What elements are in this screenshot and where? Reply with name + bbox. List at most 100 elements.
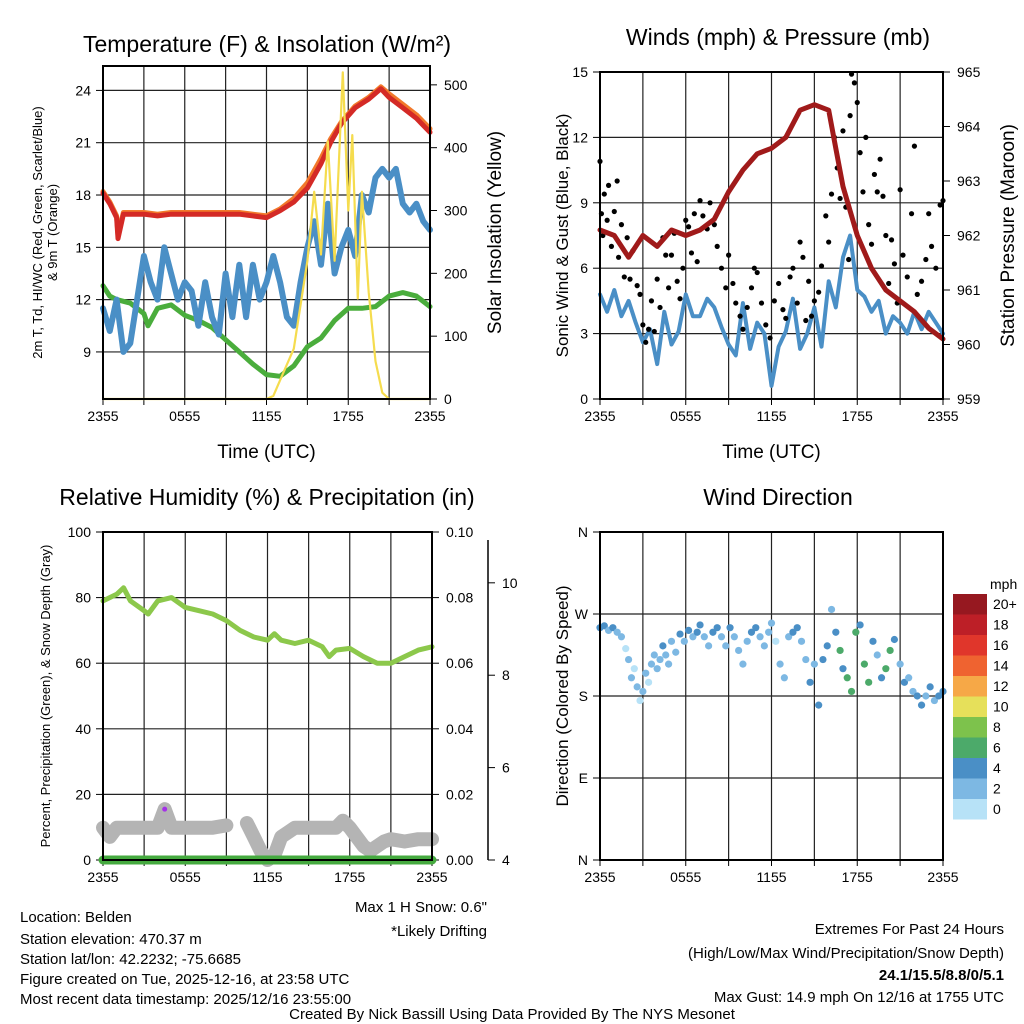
legend-swatch [953,778,987,799]
series-solar [101,71,432,401]
legend-swatch [953,799,987,820]
y2-tick-label: 0.10 [446,524,473,540]
y3-tick-label: 4 [502,852,510,868]
gust-point [897,187,903,193]
extremes-values: 24.1/15.5/8.8/0/5.1 [879,967,1004,984]
gust-point [683,217,689,223]
plot-frame [599,71,944,400]
direction-point [909,687,917,696]
y-tick-label: N [578,852,588,868]
direction-point [802,655,810,664]
gust-point [857,150,863,156]
direction-point [852,628,860,636]
y2-tick-label: 964 [957,119,981,135]
gust-point [714,243,720,249]
gust-point [748,285,755,291]
direction-point [843,674,851,682]
y2-tick-label: 0 [444,391,452,407]
direction-point [922,692,930,700]
direction-point [622,645,630,653]
direction-point [705,642,713,650]
y2-tick-label: 500 [444,77,468,93]
direction-point [847,687,856,696]
direction-point [680,637,688,645]
y-tick-label: 9 [580,195,588,211]
y-tick-label: 0 [580,391,588,407]
legend-label: 20+ [993,596,1017,612]
gust-point [604,217,610,223]
y-tick-label: E [579,770,588,786]
direction-point [653,665,661,673]
x-tick-label: 1155 [756,869,786,885]
direction-point [665,660,673,668]
direction-point [860,660,868,668]
x-tick-label: 2355 [584,408,615,424]
x-tick-label: 1755 [842,869,873,885]
gust-point [726,252,732,258]
y2-tick-label: 0.08 [446,590,473,606]
gust-point [758,300,765,306]
x-tick-label: 2355 [416,869,447,885]
gust-point [868,241,875,247]
gust-point [811,298,817,304]
direction-point [735,646,743,655]
gust-point [614,178,620,184]
direction-point [873,651,881,659]
y2-tick-label: 960 [957,337,981,353]
gust-point [851,80,857,86]
gust-point [688,250,695,256]
gust-point [621,274,627,280]
direction-point [662,651,670,659]
location-text: Location: Belden [20,909,132,926]
gust-point [840,128,846,134]
legend-label: 6 [993,740,1001,756]
y-tick-label: N [578,524,588,540]
chart-title: Winds (mph) & Pressure (mb) [626,24,930,50]
direction-point [785,633,793,641]
gust-point [700,213,706,219]
y-tick-label: 21 [75,135,91,151]
x-tick-label: 1155 [756,408,786,424]
direction-point [633,683,641,691]
direction-point [700,633,708,641]
x-tick-label: 2355 [87,408,118,424]
gust-point [645,326,652,332]
direction-point [647,660,656,668]
y-tick-label: 18 [75,187,91,203]
y3-tick-label: 10 [502,575,518,591]
direction-point [819,655,827,664]
y-tick-label: 0 [83,852,91,868]
direction-point [726,624,734,632]
y-axis-label: Direction (Colored By Speed) [553,585,572,806]
gust-point [933,265,939,271]
x-tick-label: 2355 [414,408,445,424]
gust-point [860,189,866,195]
direction-point [827,605,836,614]
x-tick-label: 1155 [251,408,281,424]
direction-point [765,628,773,636]
direction-point [935,692,943,700]
direction-point [747,628,756,636]
gust-point [657,304,663,311]
gust-point [818,263,825,269]
gust-point [874,189,880,195]
gust-point [911,143,918,149]
gust-point [677,296,683,302]
y-tick-label: 12 [75,292,91,308]
direction-point [905,674,913,682]
x-tick-label: 0555 [670,869,701,885]
direction-point [810,660,818,668]
direction-point [613,628,621,636]
gust-point [666,285,672,291]
gust-point [763,322,769,328]
direction-point [636,696,644,705]
legend-label: 0 [993,801,1001,817]
credit-text: Created By Nick Bassill Using Data Provi… [289,1006,736,1023]
gust-point [668,252,675,258]
gust-point [808,313,815,319]
gust-point [624,235,630,241]
y-tick-label: 60 [75,655,91,671]
recent-data-text: Most recent data timestamp: 2025/12/16 2… [20,991,351,1008]
gust-point [816,289,822,295]
gust-point [651,328,657,335]
